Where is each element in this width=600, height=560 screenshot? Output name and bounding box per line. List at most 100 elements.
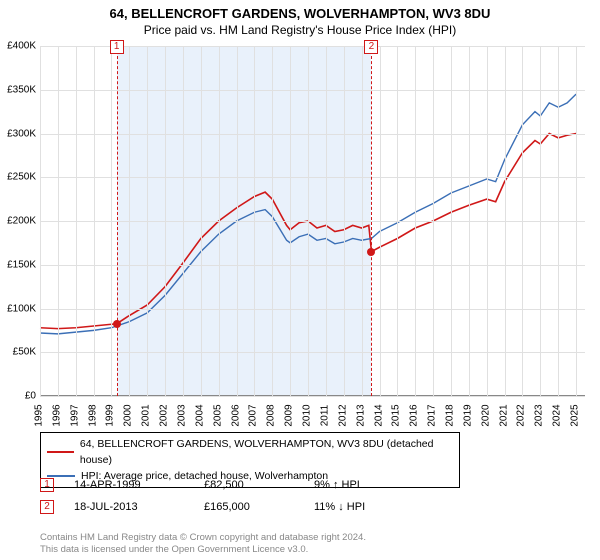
x-tick-label: 2007 [254, 396, 264, 421]
gridline-h [40, 221, 585, 222]
legend-label: 64, BELLENCROFT GARDENS, WOLVERHAMPTON, … [80, 436, 453, 468]
x-tick-label: 2020 [487, 396, 497, 421]
event-dashline [117, 46, 118, 396]
y-tick-label: £200K [7, 216, 40, 227]
x-tick-label: 2004 [201, 396, 211, 421]
gridline-v [505, 46, 506, 396]
gridline-v [290, 46, 291, 396]
y-tick-label: £100K [7, 303, 40, 314]
y-tick-label: £350K [7, 84, 40, 95]
gridline-h [40, 265, 585, 266]
gridline-v [219, 46, 220, 396]
sale-dot [113, 320, 121, 328]
gridline-v [58, 46, 59, 396]
gridline-h [40, 90, 585, 91]
gridline-v [308, 46, 309, 396]
x-tick-label: 2016 [415, 396, 425, 421]
gridline-v [397, 46, 398, 396]
y-tick-label: £50K [13, 347, 40, 358]
footer-line-2: This data is licensed under the Open Gov… [40, 544, 366, 556]
gridline-h [40, 134, 585, 135]
x-tick-label: 1998 [94, 396, 104, 421]
gridline-v [344, 46, 345, 396]
gridline-v [326, 46, 327, 396]
sale-delta-1: 9% ↑ HPI [314, 479, 360, 491]
sale-row-1: 1 14-APR-1999 £82,500 9% ↑ HPI [40, 478, 585, 492]
y-tick-label: £250K [7, 172, 40, 183]
y-tick-label: £0 [25, 391, 40, 402]
sale-delta-2: 11% ↓ HPI [314, 501, 365, 513]
event-marker-2: 2 [364, 40, 378, 54]
gridline-v [254, 46, 255, 396]
gridline-v [558, 46, 559, 396]
gridline-v [165, 46, 166, 396]
x-tick-label: 2014 [380, 396, 390, 421]
sale-date-2: 18-JUL-2013 [74, 501, 184, 513]
chart-subtitle: Price paid vs. HM Land Registry's House … [0, 21, 600, 37]
gridline-h [40, 352, 585, 353]
gridline-v [576, 46, 577, 396]
x-tick-label: 2011 [326, 396, 336, 421]
x-tick-label: 2003 [183, 396, 193, 421]
x-tick-label: 2006 [237, 396, 247, 421]
legend-swatch [47, 475, 75, 477]
sale-price-1: £82,500 [204, 479, 294, 491]
x-tick-label: 2002 [165, 396, 175, 421]
sale-marker-1: 1 [40, 478, 54, 492]
x-tick-label: 1996 [58, 396, 68, 421]
sale-row-2: 2 18-JUL-2013 £165,000 11% ↓ HPI [40, 500, 585, 514]
sale-dot [367, 248, 375, 256]
x-tick-label: 2009 [290, 396, 300, 421]
gridline-v [362, 46, 363, 396]
gridline-v [147, 46, 148, 396]
gridline-v [540, 46, 541, 396]
footer-attribution: Contains HM Land Registry data © Crown c… [40, 532, 366, 556]
legend-swatch [47, 451, 74, 453]
gridline-v [237, 46, 238, 396]
x-tick-label: 2022 [522, 396, 532, 421]
x-tick-label: 2021 [505, 396, 515, 421]
gridline-v [415, 46, 416, 396]
x-tick-label: 2023 [540, 396, 550, 421]
gridline-h [40, 309, 585, 310]
x-tick-label: 2025 [576, 396, 586, 421]
x-tick-label: 2005 [219, 396, 229, 421]
x-tick-label: 1995 [40, 396, 50, 421]
x-tick-label: 2018 [451, 396, 461, 421]
gridline-v [183, 46, 184, 396]
y-tick-label: £150K [7, 259, 40, 270]
gridline-v [469, 46, 470, 396]
event-dashline [371, 46, 372, 396]
chart-container: 64, BELLENCROFT GARDENS, WOLVERHAMPTON, … [0, 0, 600, 560]
x-tick-label: 2012 [344, 396, 354, 421]
y-tick-label: £300K [7, 128, 40, 139]
x-tick-label: 1997 [76, 396, 86, 421]
legend-item: 64, BELLENCROFT GARDENS, WOLVERHAMPTON, … [47, 436, 453, 468]
gridline-v [201, 46, 202, 396]
gridline-v [76, 46, 77, 396]
gridline-v [129, 46, 130, 396]
gridline-v [111, 46, 112, 396]
gridline-v [380, 46, 381, 396]
x-tick-label: 2010 [308, 396, 318, 421]
chart-title: 64, BELLENCROFT GARDENS, WOLVERHAMPTON, … [0, 0, 600, 21]
sale-marker-2: 2 [40, 500, 54, 514]
event-marker-1: 1 [110, 40, 124, 54]
gridline-v [433, 46, 434, 396]
sale-date-1: 14-APR-1999 [74, 479, 184, 491]
plot-area: £0£50K£100K£150K£200K£250K£300K£350K£400… [40, 46, 585, 396]
x-tick-label: 2019 [469, 396, 479, 421]
gridline-h [40, 177, 585, 178]
gridline-v [40, 46, 41, 396]
x-tick-label: 2017 [433, 396, 443, 421]
gridline-v [451, 46, 452, 396]
x-tick-label: 2013 [362, 396, 372, 421]
x-tick-label: 2024 [558, 396, 568, 421]
x-tick-label: 2015 [397, 396, 407, 421]
gridline-v [522, 46, 523, 396]
sale-price-2: £165,000 [204, 501, 294, 513]
footer-line-1: Contains HM Land Registry data © Crown c… [40, 532, 366, 544]
x-tick-label: 2000 [129, 396, 139, 421]
x-tick-label: 2001 [147, 396, 157, 421]
y-tick-label: £400K [7, 41, 40, 52]
